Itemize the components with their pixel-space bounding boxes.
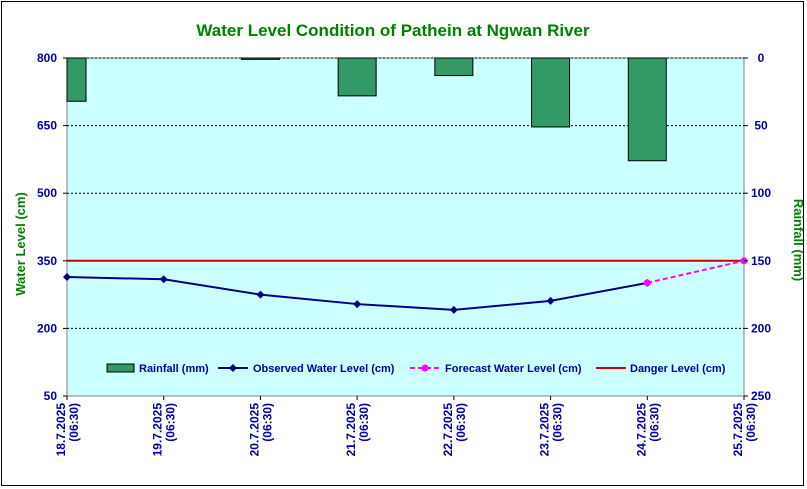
y2-tick-label: 250	[751, 389, 771, 403]
y2-tick-label: 200	[751, 321, 771, 335]
observed-point	[546, 296, 555, 305]
rainfall-bar	[240, 57, 280, 60]
rainfall-bar	[531, 57, 571, 128]
y2-tick-label: 0	[758, 51, 765, 65]
y-tick-label: 500	[37, 186, 57, 200]
x-tick-date: 19.7.2025	[151, 403, 165, 457]
rainfall-bar	[337, 57, 377, 97]
legend-forecast-marker	[421, 364, 429, 372]
x-tick-label: 18.7.2025 (06:30)	[54, 403, 81, 457]
x-tick-time: (06:30)	[164, 403, 178, 442]
x-tick-label: 24.7.2025 (06:30)	[634, 403, 661, 457]
observed-point	[256, 290, 265, 299]
observed-point	[63, 273, 71, 282]
forecast-water-level-line	[647, 259, 745, 284]
x-tick-time: (06:30)	[67, 403, 81, 442]
x-tick-time: (06:30)	[454, 403, 468, 442]
x-tick-label: 22.7.2025 (06:30)	[441, 403, 468, 457]
x-tick-time: (06:30)	[647, 403, 661, 442]
y-tick-label: 50	[44, 389, 58, 403]
x-tick-label: 23.7.2025 (06:30)	[538, 403, 565, 457]
x-tick-label: 20.7.2025 (06:30)	[247, 403, 274, 457]
y-tick-label: 650	[37, 119, 57, 133]
legend-rainfall-swatch	[106, 363, 135, 373]
x-tick-date: 23.7.2025	[538, 403, 552, 457]
x-tick-date: 18.7.2025	[54, 403, 68, 457]
rainfall-bar	[66, 57, 87, 102]
x-tick-date: 20.7.2025	[247, 403, 261, 457]
x-tick-date: 22.7.2025	[441, 403, 455, 457]
x-tick-date: 25.7.2025	[731, 403, 745, 457]
legend-observed-marker	[229, 364, 237, 372]
observed-point	[449, 305, 458, 314]
legend-rainfall-label: Rainfall (mm)	[139, 363, 209, 375]
legend-danger-label: Danger Level (cm)	[630, 363, 726, 375]
y-tick-label: 200	[37, 321, 57, 335]
x-tick-date: 24.7.2025	[634, 403, 648, 457]
x-tick-time: (06:30)	[260, 403, 274, 442]
y2-axis-label: Rainfall (mm)	[791, 199, 806, 281]
forecast-point	[643, 279, 651, 287]
rainfall-bar	[434, 57, 474, 77]
x-tick-time: (06:30)	[744, 403, 758, 442]
y2-tick-label: 150	[751, 254, 771, 268]
y-tick-label: 350	[37, 254, 57, 268]
x-tick-date: 21.7.2025	[344, 403, 358, 457]
y2-tick-label: 50	[754, 119, 768, 133]
chart-title: Water Level Condition of Pathein at Ngwa…	[196, 21, 590, 40]
y-tick-label: 800	[37, 51, 57, 65]
x-tick-time: (06:30)	[357, 403, 371, 442]
observed-point	[353, 300, 362, 309]
legend-observed-label: Observed Water Level (cm)	[253, 363, 395, 375]
legend-forecast-label: Forecast Water Level (cm)	[445, 363, 582, 375]
y2-tick-label: 100	[751, 186, 771, 200]
observed-point	[159, 275, 168, 284]
x-tick-label: 25.7.2025 (06:30)	[731, 403, 758, 457]
x-tick-label: 21.7.2025 (06:30)	[344, 403, 371, 457]
y-axis-label: Water Level (cm)	[13, 192, 28, 296]
rainfall-bar	[627, 57, 667, 162]
x-tick-label: 19.7.2025 (06:30)	[151, 403, 178, 457]
x-tick-time: (06:30)	[551, 403, 565, 442]
